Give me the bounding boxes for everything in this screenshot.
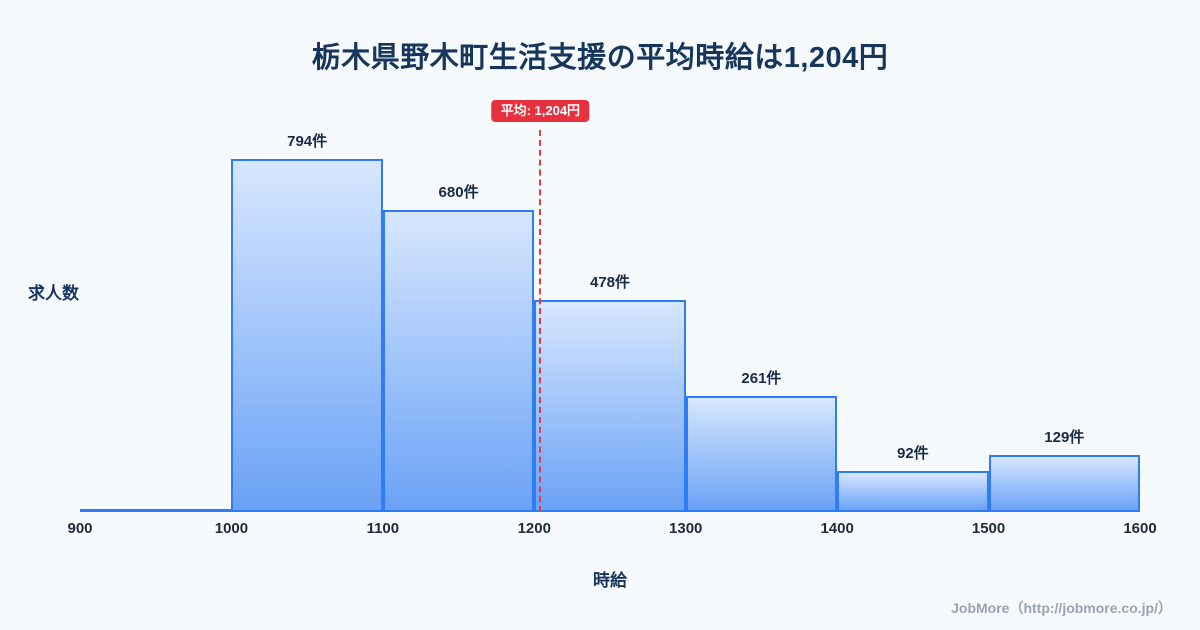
bar-value-label: 261件 [741,370,782,387]
bar-value-label: 680件 [438,184,479,201]
histogram-bar [685,396,838,512]
x-axis-tick: 1600 [1123,520,1157,537]
bar-value-label: 92件 [897,445,929,462]
bar-value-label: 794件 [287,133,328,150]
x-axis-label: 時給 [593,571,627,590]
histogram-bar [80,509,232,512]
chart-title: 栃木県野木町生活支援の平均時給は1,204円 [311,42,889,74]
bar-value-label: 129件 [1044,429,1085,446]
x-axis-tick: 1400 [820,520,854,537]
histogram-bar [382,210,535,512]
average-line [539,130,542,512]
histogram-bar [534,300,686,512]
x-axis-tick: 1100 [366,520,400,537]
x-axis-tick: 1200 [517,520,551,537]
y-axis-label: 求人数 [28,284,79,303]
x-axis-tick: 1000 [214,520,249,537]
x-axis-tick: 1500 [971,520,1006,537]
average-badge: 平均: 1,204円 [491,100,590,122]
x-axis-tick: 1300 [669,520,703,537]
histogram-bar [837,471,989,512]
plot-area: 794件 680件 478件 261件 92件 129件 平均: 1,204円 [80,100,1140,512]
bar-value-label: 478件 [589,274,631,291]
footer-credit: JobMore（http://jobmore.co.jp/） [951,600,1172,616]
histogram-bar [988,455,1140,512]
x-axis-tick: 900 [67,520,93,537]
histogram-bar [231,159,383,512]
